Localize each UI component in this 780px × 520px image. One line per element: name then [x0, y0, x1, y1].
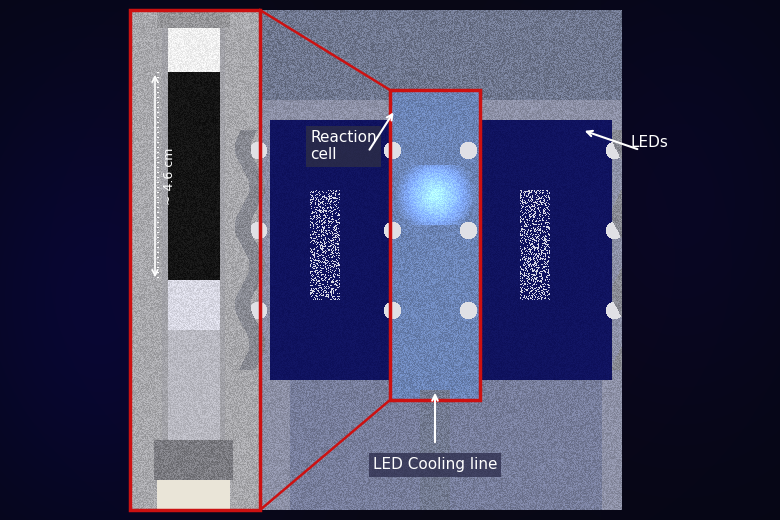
Text: LEDs: LEDs: [630, 135, 668, 150]
Text: Reaction
cell: Reaction cell: [310, 130, 377, 162]
Bar: [390, 90, 480, 400]
Text: LED Cooling line: LED Cooling line: [373, 458, 498, 473]
Text: ~ 4.6 cm: ~ 4.6 cm: [163, 147, 176, 205]
Bar: [130, 10, 260, 510]
